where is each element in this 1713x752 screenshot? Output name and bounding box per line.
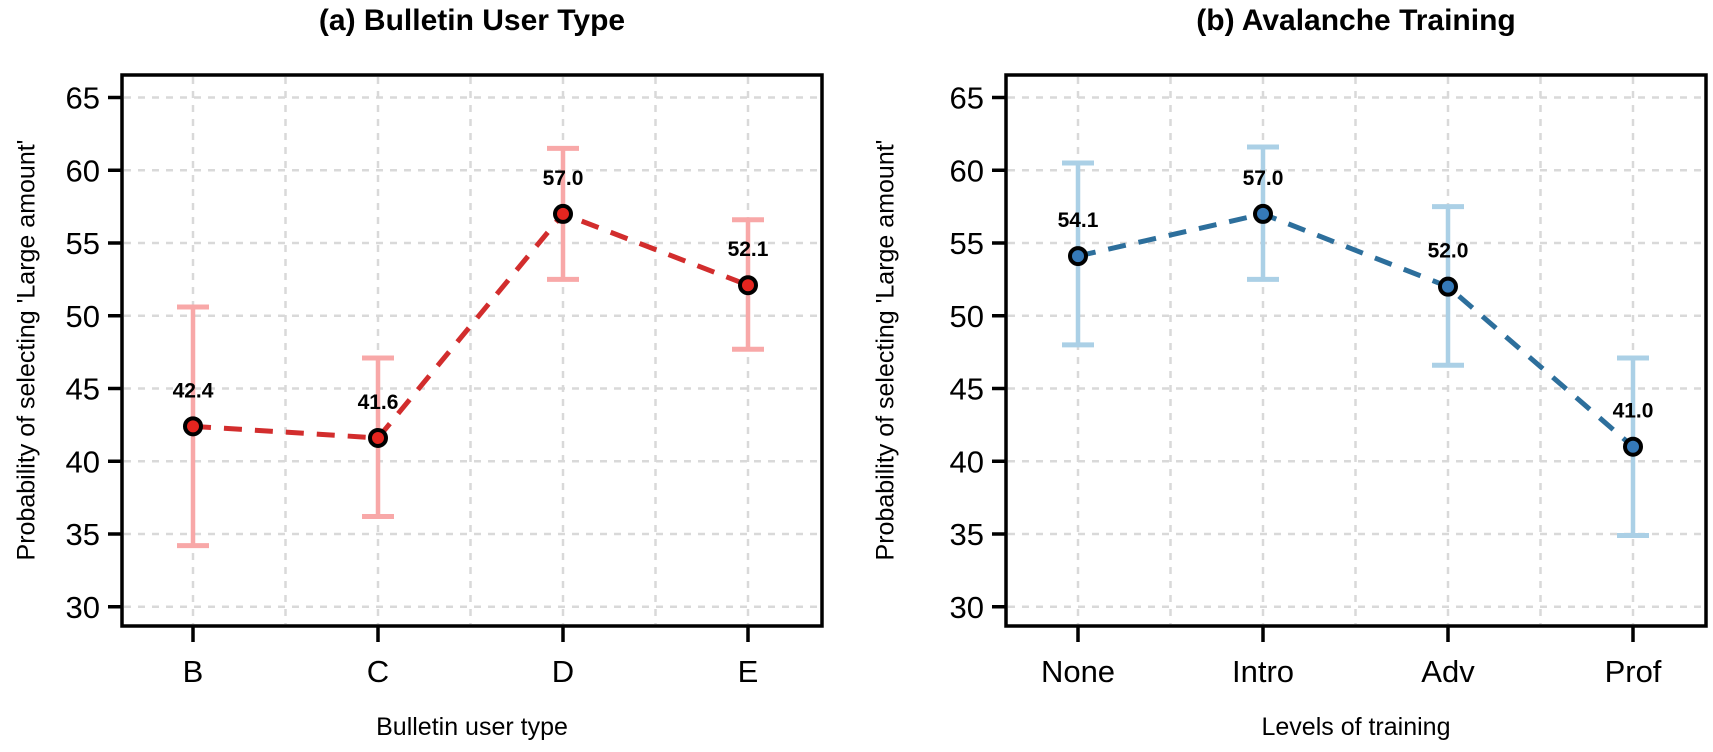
data-point <box>1253 203 1273 224</box>
data-point <box>553 203 573 224</box>
y-tick-label: 35 <box>66 517 100 552</box>
y-tick-label: 30 <box>66 590 100 625</box>
value-label: 52.0 <box>1428 240 1469 263</box>
y-tick-label: 45 <box>950 372 984 407</box>
y-tick-label: 65 <box>950 81 984 116</box>
y-tick-label: 30 <box>950 590 984 625</box>
x-tick-label: None <box>1041 654 1115 689</box>
data-point <box>368 427 388 448</box>
y-tick-label: 40 <box>950 444 984 479</box>
y-tick-label: 40 <box>66 444 100 479</box>
panel-b-x-axis-title: Levels of training <box>1261 713 1451 741</box>
y-tick-label: 35 <box>950 517 984 552</box>
y-tick-label: 55 <box>66 226 100 261</box>
panel-a-x-axis-title: Bulletin user type <box>376 713 568 741</box>
data-point <box>1068 246 1088 267</box>
data-point <box>1438 276 1458 297</box>
data-point <box>1623 436 1643 457</box>
y-tick-label: 60 <box>66 153 100 188</box>
panel-a: 30 35 40 45 50 55 60 65 B C D E 42.4 41.6 57.0 52.1 <box>66 73 824 689</box>
panel-b-title: (b) Avalanche Training <box>1196 4 1516 37</box>
value-label: 57.0 <box>1243 167 1284 190</box>
y-tick-label: 50 <box>66 299 100 334</box>
panel-a-y-axis-label: Probability of selecting 'Large amount' <box>12 139 41 561</box>
y-tick-label: 50 <box>950 299 984 334</box>
trend-line <box>192 210 749 441</box>
x-tick-label: Adv <box>1421 654 1475 689</box>
y-tick-label: 60 <box>950 153 984 188</box>
x-tick-label: E <box>738 654 759 689</box>
y-tick-label: 45 <box>66 372 100 407</box>
value-label: 41.6 <box>358 391 399 414</box>
value-label: 57.0 <box>543 167 584 190</box>
x-tick-label: D <box>552 654 574 689</box>
panel-a-title: (a) Bulletin User Type <box>318 4 626 37</box>
panel-box <box>120 73 824 628</box>
data-point <box>183 416 203 437</box>
x-tick-label: C <box>367 654 389 689</box>
y-tick-label: 55 <box>950 226 984 261</box>
value-label: 54.1 <box>1058 209 1099 232</box>
panel-b: 30 35 40 45 50 55 60 65 None Intro Adv Prof 54.1 57.0… <box>950 73 1708 689</box>
panel-b-y-axis-label: Probability of selecting 'Large amount' <box>871 139 900 561</box>
x-tick-label: Intro <box>1232 654 1294 689</box>
y-tick-label: 65 <box>66 81 100 116</box>
x-tick-label: B <box>183 654 204 689</box>
data-point <box>738 275 758 296</box>
value-label: 52.1 <box>728 238 769 261</box>
value-label: 41.0 <box>1613 400 1654 423</box>
x-tick-label: Prof <box>1605 654 1662 689</box>
trend-line <box>1077 211 1635 449</box>
value-label: 42.4 <box>173 379 214 402</box>
